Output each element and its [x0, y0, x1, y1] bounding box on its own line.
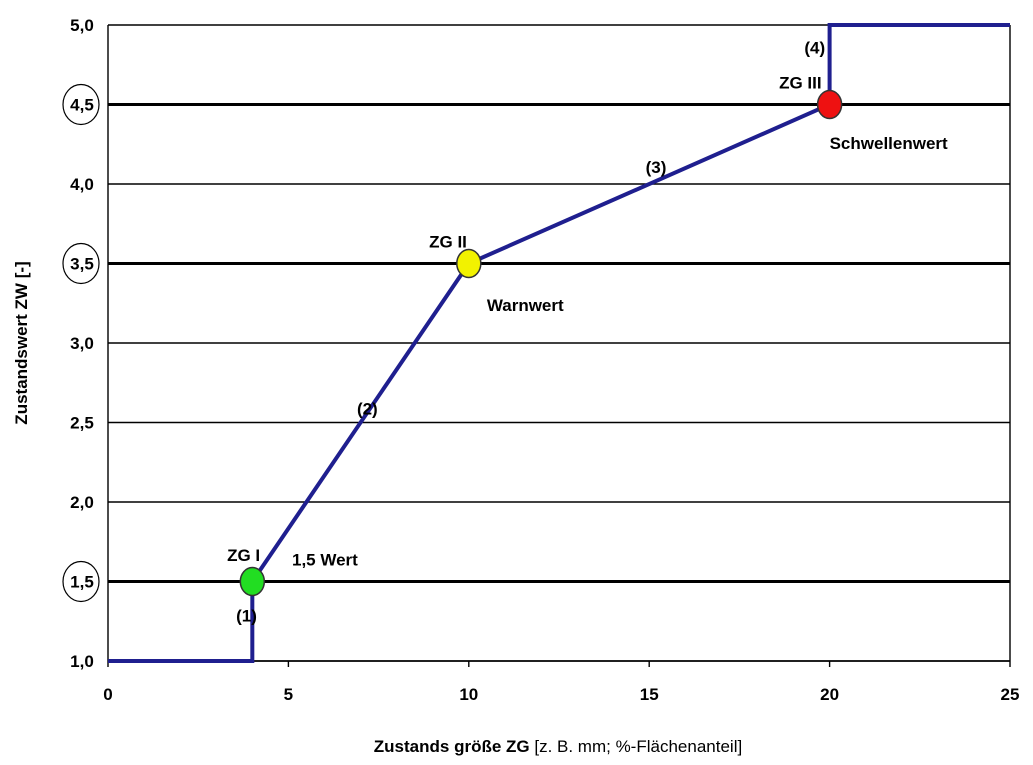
- point-marker: [816, 89, 843, 120]
- y-tick-labels: 1,0 1,5 2,0 2,5 3,0 3,5 4,0 4,5 5,0: [62, 16, 100, 671]
- x-tick-label: 20: [820, 685, 839, 704]
- y-tick-label: 2,5: [70, 414, 94, 433]
- annotations: (1) (2) (3) (4) ZG I ZG II ZG III 1,5 Wert Warnw…: [227, 39, 948, 626]
- y-tick-label: 4,5: [70, 96, 94, 115]
- x-tick-label: 25: [1001, 685, 1020, 704]
- annotation-label: ZG I: [227, 546, 260, 565]
- annotation-label: Schwellenwert: [830, 134, 948, 153]
- tick-circle: [62, 83, 100, 126]
- x-tick-labels: 0 5 10 15 20 25: [103, 685, 1019, 704]
- point-marker: [239, 566, 266, 597]
- grid: [107, 24, 1011, 667]
- x-tick-label: 10: [459, 685, 478, 704]
- x-tick-label: 15: [640, 685, 659, 704]
- annotation-label: 1,5 Wert: [292, 551, 358, 570]
- x-tick-label: 5: [284, 685, 293, 704]
- y-axis-label: Zustandswert ZW [-]: [12, 261, 31, 424]
- annotation-label: (1): [236, 606, 257, 625]
- y-tick-label: 4,0: [70, 175, 94, 194]
- y-tick-label: 3,5: [70, 255, 94, 274]
- annotation-label: (2): [357, 400, 378, 419]
- x-tick-label: 0: [103, 685, 112, 704]
- y-tick-label: 3,0: [70, 334, 94, 353]
- annotation-label: (3): [646, 158, 667, 177]
- y-tick-label: 1,5: [70, 573, 94, 592]
- markers: [239, 89, 843, 597]
- annotation-label: (4): [804, 39, 825, 58]
- annotation-label: ZG III: [779, 74, 822, 93]
- tick-circle: [62, 242, 100, 285]
- annotation-label: Warnwert: [487, 296, 564, 315]
- y-tick-label: 1,0: [70, 652, 94, 671]
- y-tick-label: 5,0: [70, 16, 94, 35]
- y-tick-label: 2,0: [70, 493, 94, 512]
- annotation-label: ZG II: [429, 233, 467, 252]
- point-marker: [456, 248, 482, 279]
- x-axis-label: Zustands größe ZG [z. B. mm; %-Flächenan…: [374, 737, 742, 756]
- tick-circle: [62, 560, 100, 603]
